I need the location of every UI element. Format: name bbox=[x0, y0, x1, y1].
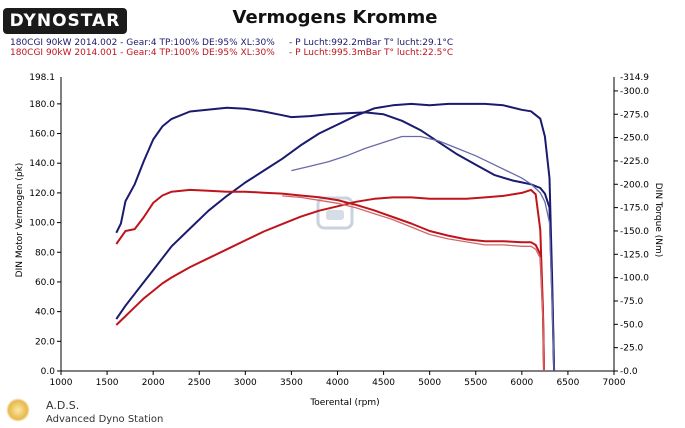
chart-title: Vermogens Kromme bbox=[232, 7, 438, 28]
logo-text: DYNOSTAR bbox=[9, 11, 121, 31]
footer-subtitle: Advanced Dyno Station bbox=[46, 414, 164, 425]
x-tick-label: 1000 bbox=[50, 378, 73, 388]
x-tick-label: 7000 bbox=[603, 378, 626, 388]
watermark-car-box bbox=[316, 196, 354, 230]
y2-tick-label: -50.0 bbox=[620, 320, 644, 330]
x-tick-label: 2000 bbox=[142, 378, 165, 388]
x-axis-label: Toerental (rpm) bbox=[310, 398, 380, 408]
y-tick-label: 140.0 bbox=[29, 159, 55, 169]
x-tick-label: 3500 bbox=[280, 378, 303, 388]
y2-top-label: -314.9 bbox=[620, 73, 649, 83]
x-tick-label: 4000 bbox=[326, 378, 349, 388]
y2-tick-label: -100.0 bbox=[620, 274, 649, 284]
chart-axes: 1000 1500 2000 2500 3000 3500 4000 4500 5000 5500… bbox=[29, 73, 649, 388]
x-tick-label: 5000 bbox=[418, 378, 441, 388]
y-top-label: 198.1 bbox=[29, 73, 55, 83]
y2-axis-label: DIN Torque (Nm) bbox=[653, 182, 663, 258]
y2-tick-label: -300.0 bbox=[620, 87, 649, 97]
y2-tick-label: -275.0 bbox=[620, 110, 649, 120]
chart-series bbox=[115, 102, 556, 372]
y-tick-label: 40.0 bbox=[35, 308, 55, 318]
y2-tick-label: -25.0 bbox=[620, 344, 644, 354]
series-line-2 bbox=[115, 188, 545, 372]
dynostar-logo: DYNOSTAR bbox=[3, 8, 127, 34]
y2-tick-label: -250.0 bbox=[620, 134, 649, 144]
tunefiles-watermark bbox=[316, 196, 354, 230]
series-line-3 bbox=[115, 106, 556, 372]
run-label-1: 180CGI 90kW 2014.002 - Gear:4 TP:100% DE… bbox=[10, 38, 454, 48]
x-tick-label: 5500 bbox=[464, 378, 487, 388]
footer-name: A.D.S. bbox=[46, 399, 80, 412]
series-line-4 bbox=[291, 135, 555, 372]
y2-tick-label: -225.0 bbox=[620, 157, 649, 167]
y2-tick-label: -125.0 bbox=[620, 250, 649, 260]
y2-tick-label: -150.0 bbox=[620, 227, 649, 237]
ads-logo-icon bbox=[6, 398, 30, 422]
series-line-5 bbox=[115, 188, 545, 372]
y2-tick-label: -0.0 bbox=[620, 367, 638, 377]
y-tick-label: 60.0 bbox=[35, 278, 55, 288]
x-tick-label: 6000 bbox=[510, 378, 533, 388]
y-tick-label: 20.0 bbox=[35, 337, 55, 347]
x-tick-label: 1500 bbox=[96, 378, 119, 388]
y2-tick-label: -200.0 bbox=[620, 180, 649, 190]
watermark-car-icon bbox=[326, 210, 344, 220]
y2-tick-label: -75.0 bbox=[620, 297, 644, 307]
series-line-1 bbox=[115, 102, 556, 372]
y-tick-label: 120.0 bbox=[29, 189, 55, 199]
x-tick-label: 4500 bbox=[372, 378, 395, 388]
series-line-6 bbox=[282, 195, 545, 372]
x-tick-label: 3000 bbox=[234, 378, 257, 388]
y-axis-label: DIN Motor Vermogen (pk) bbox=[15, 162, 25, 278]
y-tick-label: 160.0 bbox=[29, 130, 55, 140]
x-tick-label: 6500 bbox=[556, 378, 579, 388]
y-tick-label: 0.0 bbox=[41, 367, 56, 377]
y-tick-label: 180.0 bbox=[29, 100, 55, 110]
x-tick-label: 2500 bbox=[188, 378, 211, 388]
y-tick-label: 100.0 bbox=[29, 219, 55, 229]
y-tick-label: 80.0 bbox=[35, 248, 55, 258]
run-label-2: 180CGI 90kW 2014.001 - Gear:4 TP:100% DE… bbox=[10, 48, 454, 58]
y2-tick-label: -175.0 bbox=[620, 204, 649, 214]
